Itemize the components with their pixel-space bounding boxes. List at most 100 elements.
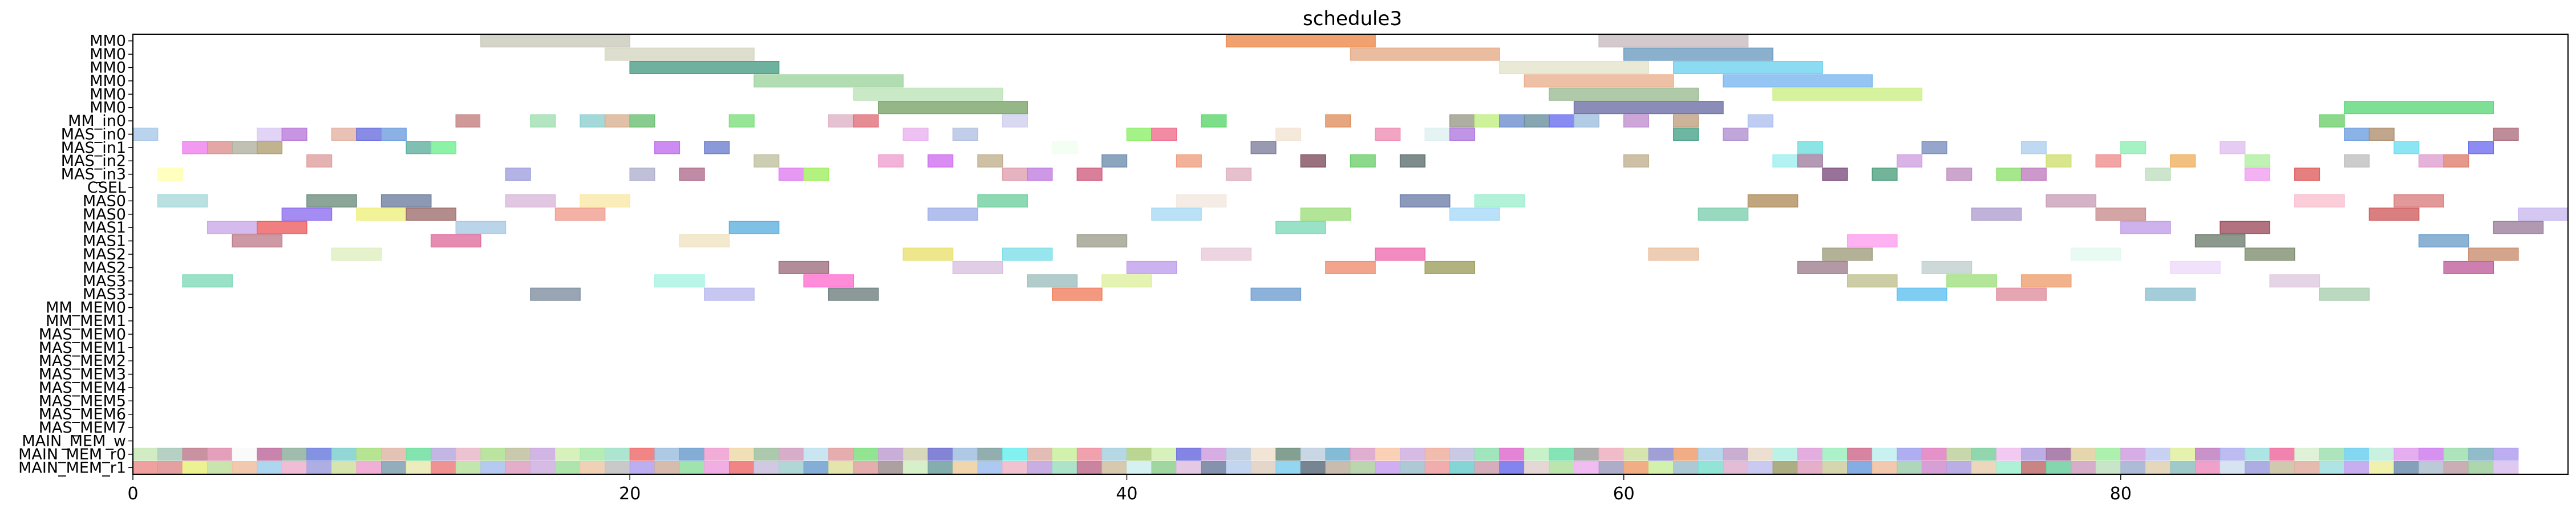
task-bar xyxy=(554,207,606,221)
mem-w-bar xyxy=(1598,447,1625,461)
task-bar xyxy=(902,127,929,141)
task-bar xyxy=(232,141,258,154)
mem-w-bar xyxy=(1300,447,1326,461)
mem-r-bar xyxy=(1822,461,1848,474)
mem-w-bar xyxy=(1623,447,1649,461)
mem-r-bar xyxy=(232,461,258,474)
mem-r-bar xyxy=(704,461,730,474)
mem-r-bar xyxy=(431,461,456,474)
task-bar xyxy=(977,194,1028,207)
mem-w-bar xyxy=(605,447,630,461)
task-bar xyxy=(1101,154,1128,168)
y-tick-label: MAS1 xyxy=(83,233,126,250)
task-bar xyxy=(281,207,333,221)
task-bar xyxy=(1996,168,2022,181)
mem-r-bar xyxy=(1002,461,1028,474)
task-bar xyxy=(853,114,879,128)
mem-r-bar xyxy=(728,461,755,474)
mem-w-bar xyxy=(1574,447,1599,461)
mem-r-bar xyxy=(2021,461,2047,474)
mem-r-bar xyxy=(953,461,978,474)
mem-r-bar xyxy=(306,461,332,474)
task-bar xyxy=(1573,101,1724,115)
y-tick-label: MAS0 xyxy=(83,206,126,223)
mem-r-bar xyxy=(1797,461,1823,474)
mem-w-bar xyxy=(2170,447,2196,461)
task-bar xyxy=(380,127,407,141)
task-bar xyxy=(1350,154,1376,168)
task-bar xyxy=(356,127,382,141)
mem-r-bar xyxy=(1250,461,1277,474)
y-tick-label: MM_MEM1 xyxy=(46,312,126,330)
mem-w-bar xyxy=(2145,447,2171,461)
mem-r-bar xyxy=(927,461,954,474)
mem-r-bar xyxy=(1772,461,1799,474)
mem-r-bar xyxy=(828,461,854,474)
mem-w-bar xyxy=(1151,447,1177,461)
task-bar xyxy=(1424,127,1451,141)
mem-r-bar xyxy=(1151,461,1177,474)
task-bar xyxy=(1524,114,1550,128)
task-bar xyxy=(629,60,780,74)
mem-w-bar xyxy=(2319,447,2345,461)
task-bar xyxy=(2145,168,2171,181)
task-bar xyxy=(1424,260,1476,274)
task-bar xyxy=(356,207,407,221)
task-bar xyxy=(1052,141,1078,154)
mem-r-bar xyxy=(977,461,1003,474)
mem-r-bar xyxy=(1921,461,1947,474)
mem-w-bar xyxy=(1971,447,1997,461)
task-bar xyxy=(1275,127,1302,141)
mem-r-bar xyxy=(1300,461,1326,474)
mem-r-bar xyxy=(1201,461,1227,474)
task-bar xyxy=(778,260,829,274)
mem-w-bar xyxy=(1524,447,1550,461)
task-bar xyxy=(2194,234,2246,248)
task-bar xyxy=(1921,260,1972,274)
task-bar xyxy=(2244,154,2271,168)
task-bar xyxy=(2368,127,2395,141)
mem-w-bar xyxy=(1226,447,1251,461)
task-bar xyxy=(1250,141,1277,154)
task-bar xyxy=(803,168,829,181)
task-bar xyxy=(654,141,681,154)
task-bar xyxy=(927,154,954,168)
task-bar xyxy=(380,194,432,207)
mem-r-bar xyxy=(1027,461,1053,474)
task-bar xyxy=(2493,221,2544,234)
y-tick-label: MAS_in3 xyxy=(61,166,126,184)
task-bar xyxy=(1375,247,1425,261)
task-bar xyxy=(530,287,581,301)
mem-w-bar xyxy=(207,447,233,461)
mem-w-bar xyxy=(182,447,208,461)
y-tick-label: MM0 xyxy=(90,46,126,63)
task-bar xyxy=(2244,168,2271,181)
mem-r-bar xyxy=(1400,461,1425,474)
task-bar xyxy=(1474,114,1500,128)
mem-w-bar xyxy=(728,447,755,461)
task-bar xyxy=(1002,168,1028,181)
task-bar xyxy=(754,74,904,88)
mem-r-bar xyxy=(1524,461,1550,474)
mem-r-bar xyxy=(1226,461,1251,474)
mem-w-bar xyxy=(1325,447,1351,461)
task-bar xyxy=(2468,247,2519,261)
mem-r-bar xyxy=(2219,461,2246,474)
mem-r-bar xyxy=(1449,461,1475,474)
task-bar xyxy=(2244,247,2295,261)
y-axis: MM0MM0MM0MM0MM0MM0MM_in0MAS_in0MAS_in1MA… xyxy=(18,32,133,477)
y-tick-label: MAS0 xyxy=(83,192,126,210)
task-bar xyxy=(1822,168,1848,181)
mem-r-bar xyxy=(257,461,282,474)
task-bar xyxy=(206,221,258,234)
mem-w-bar xyxy=(2443,447,2469,461)
mem-w-bar xyxy=(679,447,705,461)
y-tick-label: MAS2 xyxy=(83,246,126,263)
task-bar xyxy=(157,194,208,207)
task-bar xyxy=(1549,87,1699,101)
x-tick-label: 0 xyxy=(127,484,138,504)
task-bar xyxy=(1822,247,1873,261)
task-bar xyxy=(1449,114,1476,128)
mem-r-bar xyxy=(2319,461,2345,474)
y-tick-label: MM0 xyxy=(90,85,126,103)
